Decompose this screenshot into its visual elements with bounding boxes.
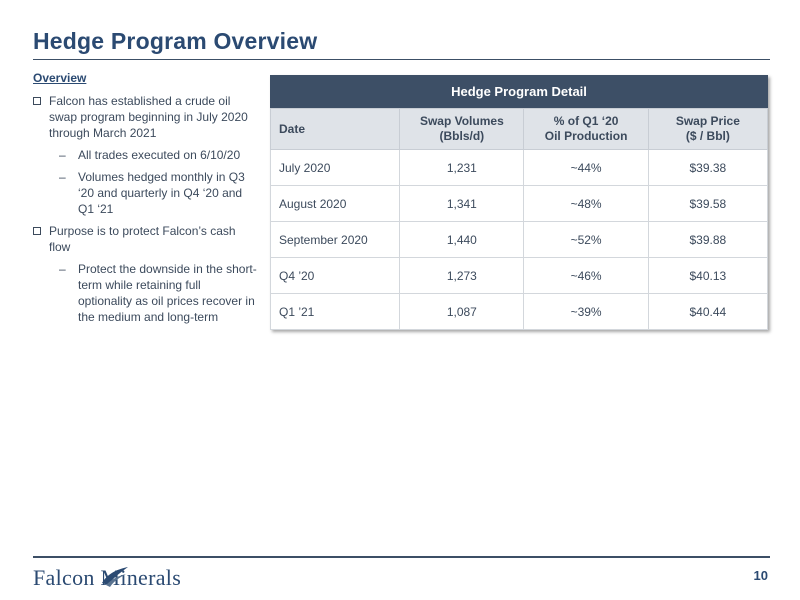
bullet-text: Falcon has established a crude oil swap … xyxy=(49,94,248,140)
cell-date: Q4 ’20 xyxy=(269,257,401,294)
cell-price: $40.44 xyxy=(647,293,769,330)
header-label: ($ / Bbl) xyxy=(685,129,730,143)
cell-volume: 1,341 xyxy=(399,185,525,222)
cell-price: $39.58 xyxy=(647,185,769,222)
header-label: Date xyxy=(279,121,306,136)
table-row: August 2020 1,341 ~48% $39.58 xyxy=(269,185,769,222)
cell-price: $39.88 xyxy=(647,221,769,258)
hedge-detail-table: Date Swap Volumes (Bbls/d) % of Q1 ‘20 O… xyxy=(269,108,769,330)
table-header-row: Date Swap Volumes (Bbls/d) % of Q1 ‘20 O… xyxy=(269,108,769,150)
overview-sub-bullet: – Volumes hedged monthly in Q3 ‘20 and q… xyxy=(33,169,258,217)
cell-volume: 1,231 xyxy=(399,149,525,186)
sub-bullet-text: Protect the downside in the short-term w… xyxy=(78,262,257,324)
cell-pct: ~39% xyxy=(523,293,649,330)
title-divider xyxy=(33,59,770,60)
dash-icon: – xyxy=(59,148,66,162)
cell-date: July 2020 xyxy=(269,149,401,186)
overview-heading: Overview xyxy=(33,71,87,85)
overview-bullet: Purpose is to protect Falcon’s cash flow xyxy=(33,223,258,255)
table-row: Q1 ’21 1,087 ~39% $40.44 xyxy=(269,293,769,330)
overview-sub-bullet: – All trades executed on 6/10/20 xyxy=(33,147,258,163)
cell-date: August 2020 xyxy=(269,185,401,222)
hedge-table: Hedge Program Detail Date Swap Volumes (… xyxy=(269,75,769,330)
header-label: Swap Volumes xyxy=(419,114,504,128)
cell-date: Q1 ’21 xyxy=(269,293,401,330)
cell-date: September 2020 xyxy=(269,221,401,258)
cell-pct: ~46% xyxy=(523,257,649,294)
checkbox-bullet-icon xyxy=(33,227,41,235)
overview-section: Overview Falcon has established a crude … xyxy=(33,71,258,331)
cell-pct: ~48% xyxy=(523,185,649,222)
header-label: % of Q1 ‘20 xyxy=(553,114,619,128)
cell-pct: ~44% xyxy=(523,149,649,186)
page-number: 10 xyxy=(753,568,768,583)
falcon-wing-icon xyxy=(102,567,128,587)
dash-icon: – xyxy=(59,170,66,184)
header-label: Oil Production xyxy=(544,129,628,143)
overview-bullet: Falcon has established a crude oil swap … xyxy=(33,93,258,141)
footer-divider xyxy=(33,556,770,558)
checkbox-bullet-icon xyxy=(33,97,41,105)
cell-volume: 1,440 xyxy=(399,221,525,258)
column-header-price: Swap Price ($ / Bbl) xyxy=(647,108,769,150)
cell-volume: 1,273 xyxy=(399,257,525,294)
cell-price: $39.38 xyxy=(647,149,769,186)
dash-icon: – xyxy=(59,262,66,276)
table-row: September 2020 1,440 ~52% $39.88 xyxy=(269,221,769,258)
page-title: Hedge Program Overview xyxy=(33,28,318,54)
table-row: Q4 ’20 1,273 ~46% $40.13 xyxy=(269,257,769,294)
header-label: Swap Price xyxy=(675,114,740,128)
header-label: (Bbls/d) xyxy=(439,129,485,143)
sub-bullet-text: Volumes hedged monthly in Q3 ‘20 and qua… xyxy=(78,170,245,216)
column-header-volume: Swap Volumes (Bbls/d) xyxy=(399,108,525,150)
column-header-pct: % of Q1 ‘20 Oil Production xyxy=(523,108,649,150)
cell-pct: ~52% xyxy=(523,221,649,258)
column-header-date: Date xyxy=(269,108,401,150)
cell-price: $40.13 xyxy=(647,257,769,294)
overview-sub-bullet: – Protect the downside in the short-term… xyxy=(33,261,258,325)
sub-bullet-text: All trades executed on 6/10/20 xyxy=(78,148,241,162)
cell-volume: 1,087 xyxy=(399,293,525,330)
bullet-text: Purpose is to protect Falcon’s cash flow xyxy=(49,224,236,254)
table-title: Hedge Program Detail xyxy=(270,75,768,108)
table-row: July 2020 1,231 ~44% $39.38 xyxy=(269,149,769,186)
